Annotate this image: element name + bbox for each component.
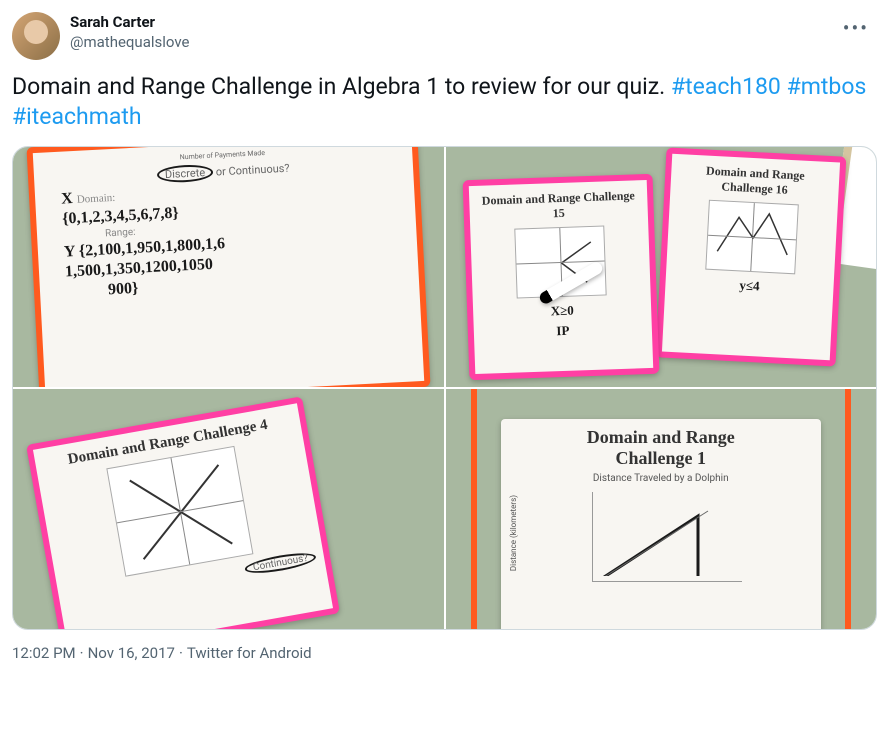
media-image-1[interactable]: Number of Payments Made Discrete or Cont… [13,147,444,387]
media-image-3[interactable]: Domain and Range Challenge 4 Continuous? [13,389,444,629]
timestamp-time: 12:02 PM [12,644,76,662]
worksheet-1: Number of Payments Made Discrete or Cont… [26,147,430,387]
media-image-2[interactable]: Domain and Range Challenge 16 y≤4 Domain… [446,147,877,387]
mini-graph-icon [705,200,799,275]
user-info[interactable]: Sarah Carter @mathequalslove [12,12,189,60]
hashtag-link[interactable]: #teach180 [671,73,781,100]
tweet-body-text: Domain and Range Challenge in Algebra 1 … [12,73,671,100]
display-name[interactable]: Sarah Carter [70,12,189,32]
worksheet-subtitle: Distance Traveled by a Dolphin [509,473,814,484]
circled-discrete: Discrete [156,164,213,184]
tweet-text: Domain and Range Challenge in Algebra 1 … [12,72,877,132]
worksheet-title-line1: Domain and Range [509,427,814,448]
worksheet-16: Domain and Range Challenge 16 y≤4 [656,147,847,366]
handwritten-answer-2: IP [481,320,643,342]
handwritten-answer: y≤4 [673,274,826,298]
media-image-4[interactable]: Domain and Range Challenge 1 Distance Tr… [446,389,877,629]
avatar[interactable] [12,12,60,60]
worksheet-title: Domain and Range Challenge 16 [678,162,831,200]
more-options-icon[interactable]: ••• [835,12,877,44]
user-names: Sarah Carter @mathequalslove [70,12,189,52]
media-grid: Number of Payments Made Discrete or Cont… [12,146,877,630]
hashtag-link[interactable]: #mtbos [787,73,867,100]
worksheet-15: Domain and Range Challenge 15 X≥0 IP [462,174,659,381]
y-axis-label: Distance (kilometers) [509,495,518,571]
tweet-container: Sarah Carter @mathequalslove ••• Domain … [12,12,877,662]
handwritten-answer-1: X≥0 [480,300,642,322]
tweet-timestamp[interactable]: 12:02 PM·Nov 16, 2017·Twitter for Androi… [12,644,877,662]
dolphin-graph-icon [592,492,742,582]
timestamp-date: Nov 16, 2017 [88,644,175,662]
worksheet-title-line2: Challenge 1 [509,448,814,469]
worksheet-title: Domain and Range Challenge 15 [477,188,640,224]
user-handle[interactable]: @mathequalslove [70,32,189,52]
graph-icon [106,446,253,577]
hashtag-link[interactable]: #iteachmath [12,103,142,130]
worksheet-1-challenge: Domain and Range Challenge 1 Distance Tr… [501,419,822,629]
worksheet-4: Domain and Range Challenge 4 Continuous? [26,396,340,629]
tweet-header: Sarah Carter @mathequalslove ••• [12,12,877,60]
timestamp-source: Twitter for Android [187,644,312,662]
